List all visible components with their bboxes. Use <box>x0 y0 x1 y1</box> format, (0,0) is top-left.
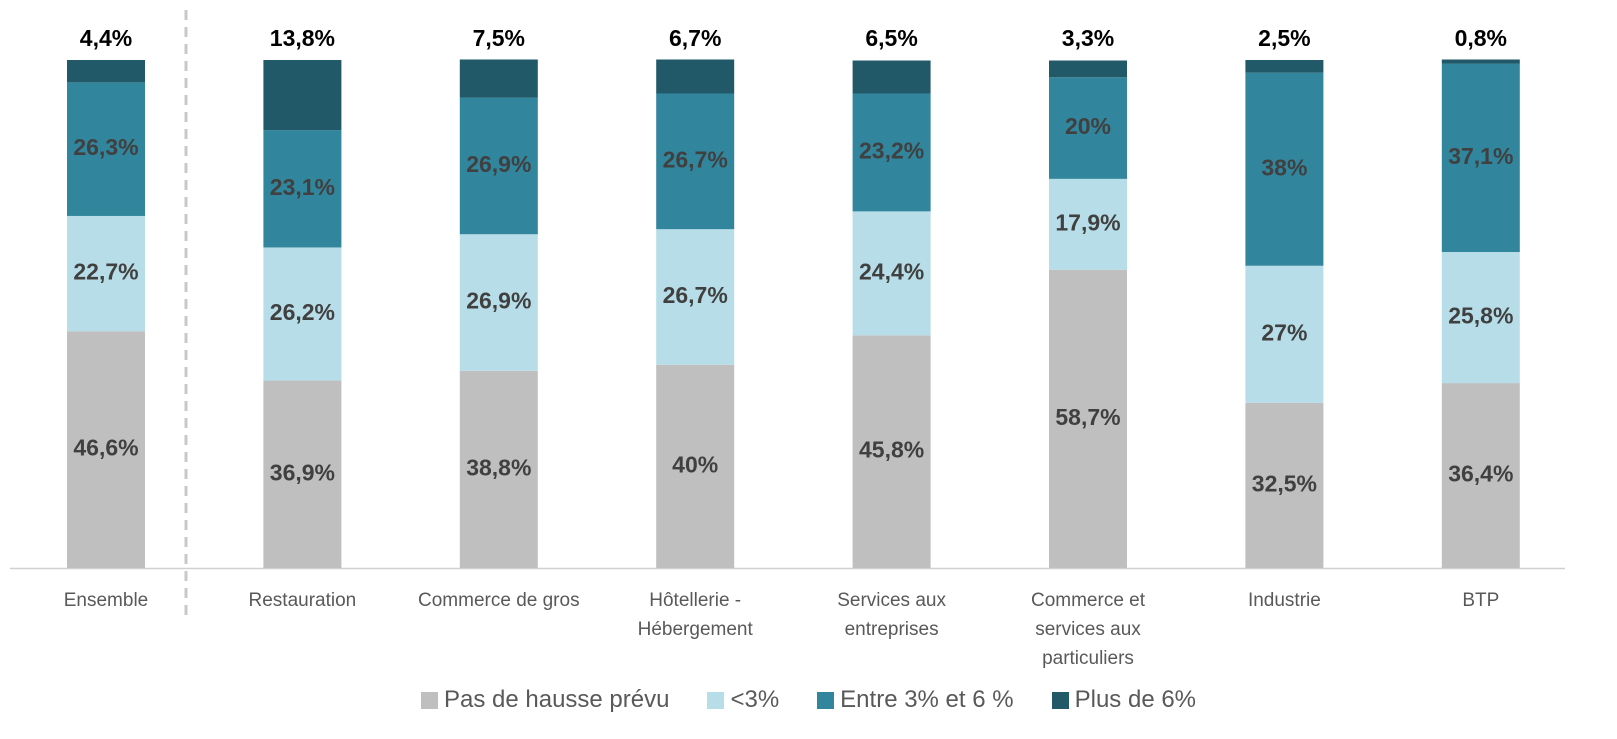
legend-label: Plus de 6% <box>1074 686 1197 713</box>
bar-segment <box>1441 63 1520 253</box>
bar-label: 36,4% <box>1448 461 1513 487</box>
bar-segment <box>1245 72 1324 266</box>
bar-label: 23,2% <box>859 138 924 164</box>
legend-swatch <box>707 691 725 709</box>
bar-total-label: 6,5% <box>865 25 917 51</box>
x-tick-label: Hôtellerie - Hébergement <box>637 590 753 640</box>
bar-label: 36,9% <box>270 459 335 485</box>
bar-segment <box>852 93 931 212</box>
bar-segment <box>67 215 145 332</box>
bar-total-label: 4,4% <box>80 25 132 51</box>
x-tick-label: BTP <box>1462 590 1500 611</box>
bar-label: 23,1% <box>270 174 335 200</box>
bar-segment <box>656 59 735 94</box>
bar-label: 20% <box>1065 113 1111 139</box>
bar-label: 32,5% <box>1252 471 1317 497</box>
bar-segment <box>656 93 735 230</box>
bar-label: 38,8% <box>466 455 531 481</box>
bar-total-label: 13,8% <box>270 25 335 51</box>
bar-label: 38% <box>1261 154 1307 180</box>
bar-segment <box>459 97 538 235</box>
bar-label: 27% <box>1261 319 1307 345</box>
bar-segment <box>1441 59 1520 64</box>
legend-item: Pas de hausse prévu <box>420 686 670 714</box>
bar-total-label: 2,5% <box>1258 25 1310 51</box>
x-tick-label: Services aux entreprises <box>837 590 946 640</box>
bar-label: 37,1% <box>1448 143 1513 169</box>
x-tick-label: Industrie <box>1247 590 1321 611</box>
x-tick-label: Commerce de gros <box>418 590 580 611</box>
bar-segment <box>459 234 538 371</box>
bar-segment <box>1049 269 1127 568</box>
legend: Pas de hausse prévu <3% Entre 3% et 6 % Plu… <box>0 686 1617 714</box>
bar-label: 45,8% <box>859 437 924 463</box>
bar-segment <box>852 60 931 94</box>
bar-segment <box>852 335 931 568</box>
legend-label: <3% <box>730 686 780 713</box>
bar-label: 26,7% <box>663 282 728 308</box>
legend-item: Entre 3% et 6 % <box>817 686 1014 714</box>
x-tick-label: Restauration <box>248 590 357 611</box>
legend-swatch <box>420 691 438 709</box>
bar-segment <box>263 247 342 381</box>
bar-total-label: 0,8% <box>1455 25 1507 51</box>
bar-label: 40% <box>672 451 718 477</box>
bar-segment <box>1441 252 1520 384</box>
bar-segment <box>67 82 145 216</box>
legend-item: Plus de 6% <box>1051 686 1197 714</box>
bar-segment <box>1245 402 1324 568</box>
bar-segment <box>1245 60 1324 73</box>
bar-segment <box>852 211 931 336</box>
bar-segment <box>263 380 342 568</box>
bar-segment <box>1049 60 1127 78</box>
bar-label: 24,4% <box>859 258 924 284</box>
bar-segment <box>1441 383 1520 568</box>
bar-segment <box>67 331 145 568</box>
bar-label: 26,2% <box>270 299 335 325</box>
legend-swatch <box>1051 691 1069 709</box>
bar-label: 26,3% <box>73 134 138 160</box>
legend-label: Pas de hausse prévu <box>443 686 670 713</box>
bar-label: 26,7% <box>663 146 728 172</box>
bar-label: 26,9% <box>466 151 531 177</box>
bar-segment <box>656 364 735 568</box>
bar-label: 25,8% <box>1448 303 1513 329</box>
bar-total-label: 6,7% <box>669 25 721 51</box>
bar-segment <box>1245 265 1324 403</box>
legend-label: Entre 3% et 6 % <box>840 686 1014 713</box>
x-tick-label: Commerce et services aux particuliers <box>1030 590 1146 669</box>
bar-label: 46,6% <box>73 435 138 461</box>
x-tick-label: Ensemble <box>63 590 149 611</box>
bar-label: 22,7% <box>73 259 138 285</box>
bar-segment <box>459 59 538 98</box>
bar-label: 58,7% <box>1055 404 1120 430</box>
bar-segment <box>1049 77 1127 179</box>
bar-segment <box>263 130 342 248</box>
bar-total-label: 7,5% <box>473 25 525 51</box>
bar-segment <box>1049 178 1127 270</box>
bar-total-label: 3,3% <box>1062 25 1114 51</box>
bar-segment <box>67 60 145 83</box>
legend-swatch <box>817 691 835 709</box>
bar-segment <box>263 60 342 131</box>
bar-segment <box>459 370 538 568</box>
legend-item: <3% <box>707 686 779 714</box>
bar-segment <box>656 229 735 365</box>
bar-label: 17,9% <box>1055 209 1120 235</box>
bar-label: 26,9% <box>466 288 531 314</box>
